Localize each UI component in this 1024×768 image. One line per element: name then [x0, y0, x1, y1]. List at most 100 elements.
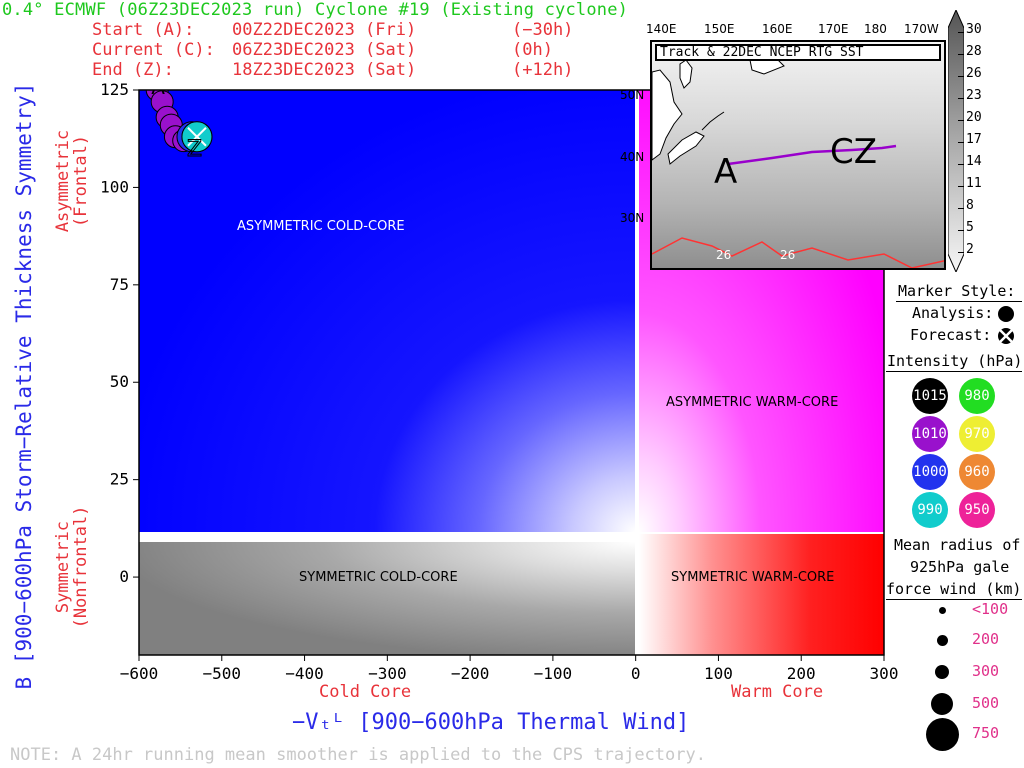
track-label-a: A — [151, 90, 165, 99]
radius-size-marker — [938, 606, 946, 614]
radius-label: 300 — [972, 662, 1000, 680]
x-tick-label: −300 — [368, 664, 407, 683]
inset-lat-tick-40n: 40N — [620, 150, 645, 164]
colorbar-tick-label: 26 — [966, 66, 982, 81]
legend-radius-title-3: force wind (km): — [886, 580, 1024, 598]
x-tick-label: 300 — [870, 664, 899, 683]
region-asymmetric-cold-core — [139, 90, 635, 532]
start-time: 00Z22DEC2023 (Fri) — [232, 20, 417, 40]
label-asymmetric-warm-core: ASYMMETRIC WARM-CORE — [666, 395, 839, 410]
track-label-z: Z — [187, 137, 202, 162]
inset-lon-tick-150e: 150E — [704, 22, 735, 36]
kuril-islands — [701, 111, 725, 131]
cyclone-track: AZ — [145, 90, 213, 162]
y-tick-label: 50 — [110, 372, 129, 391]
inset-lon-tick-160e: 160E — [762, 22, 793, 36]
current-time: 06Z23DEC2023 (Sat) — [232, 40, 417, 60]
colorbar-tick-label: 30 — [966, 22, 982, 37]
sst-26-contour — [652, 237, 944, 268]
x-tick-label: 200 — [787, 664, 816, 683]
current-label: Current (C): — [92, 40, 215, 60]
intensity-swatch-1010: 1010 — [912, 416, 948, 452]
y-axis-title: B [900−600hPa Storm−Relative Thickness S… — [12, 82, 36, 690]
colorbar-tick-mark — [958, 120, 964, 121]
legend-marker-title: Marker Style: — [898, 282, 1016, 300]
inset-lon-tick-170w: 170W — [904, 22, 939, 36]
inset-lon-tick-140e: 140E — [646, 22, 677, 36]
legend-intensity-title: Intensity (hPa): — [887, 352, 1024, 370]
intensity-swatch-970: 970 — [959, 416, 995, 452]
analysis-marker-icon — [998, 306, 1014, 322]
x-tick-label: −500 — [203, 664, 242, 683]
region-symmetric-cold-core — [139, 542, 635, 655]
colorbar-tick-label: 20 — [966, 110, 982, 125]
sst-map — [652, 42, 944, 268]
colorbar-tick-mark — [958, 98, 964, 99]
label-asymmetric-cold-core: ASYMMETRIC COLD-CORE — [237, 219, 405, 234]
asia-coast — [652, 69, 683, 161]
intensity-swatch-990: 990 — [912, 492, 948, 528]
x-tick-label: −600 — [120, 664, 159, 683]
x-tick-label: −100 — [534, 664, 573, 683]
y-tick-label: 125 — [100, 80, 129, 99]
radius-label: 750 — [972, 724, 1000, 742]
region-symmetric-warm-core — [639, 534, 884, 655]
sst-colorbar — [948, 10, 964, 272]
radius-label: 200 — [972, 630, 1000, 648]
inset-lat-tick-30n: 30N — [620, 211, 645, 225]
track-start-label: A — [714, 152, 738, 192]
x-right-label: Warm Core — [731, 682, 824, 702]
colorbar-tick-label: 2 — [966, 242, 974, 257]
colorbar-tick-label: 17 — [966, 132, 982, 147]
start-label: Start (A): — [92, 20, 195, 40]
legend-radius-title-2: 925hPa gale — [910, 558, 1010, 576]
colorbar-tick-mark — [958, 186, 964, 187]
contour-label-1: 26 — [716, 248, 732, 262]
colorbar-tick-label: 11 — [966, 176, 982, 191]
colorbar-tick-mark — [958, 164, 964, 165]
colorbar-tick-mark — [958, 54, 964, 55]
legend-analysis-label: Analysis: — [912, 304, 994, 322]
colorbar-tick-label: 8 — [966, 198, 974, 213]
colorbar-tick-mark — [958, 32, 964, 33]
colorbar-tick-mark — [958, 76, 964, 77]
legend-radius-title-1: Mean radius of — [894, 536, 1021, 554]
intensity-swatch-980: 980 — [959, 378, 995, 414]
track-line — [727, 144, 897, 166]
label-symmetric-warm-core: SYMMETRIC WARM-CORE — [671, 570, 835, 585]
radius-size-marker — [935, 665, 949, 679]
colorbar-tick-label: 23 — [966, 88, 982, 103]
end-time: 18Z23DEC2023 (Sat) — [232, 60, 417, 80]
forecast-x-mark — [187, 127, 207, 147]
intensity-swatch-950: 950 — [959, 492, 995, 528]
chart-title: 0.4° ECMWF (06Z23DEC2023 run) Cyclone #1… — [2, 0, 629, 20]
inset-lon-tick-180: 180 — [864, 22, 887, 36]
japan — [667, 131, 705, 165]
radius-size-marker — [931, 693, 953, 715]
intensity-swatch-1000: 1000 — [912, 454, 948, 490]
y-tick-label: 0 — [119, 567, 129, 586]
x-tick-label: −200 — [451, 664, 490, 683]
colorbar-tick-mark — [958, 142, 964, 143]
colorbar-tick-mark — [958, 252, 964, 253]
y-upper-label: Asymmetric (Frontal) — [53, 129, 91, 233]
x-tick-label: −400 — [285, 664, 324, 683]
end-offset: (+12h) — [512, 60, 574, 80]
start-offset: (−30h) — [512, 20, 574, 40]
end-label: End (Z): — [92, 60, 174, 80]
contour-label-2: 26 — [780, 248, 796, 262]
forecast-marker-icon — [998, 328, 1014, 344]
radius-label: <100 — [972, 600, 1009, 618]
intensity-swatch-1015: 1015 — [912, 378, 948, 414]
colorbar-tick-label: 14 — [966, 154, 982, 169]
track-map-inset: Track & 22DEC NCEP RTG SST A CZ 26 26 — [650, 40, 946, 270]
radius-size-marker — [925, 717, 959, 751]
label-symmetric-cold-core: SYMMETRIC COLD-CORE — [299, 570, 458, 585]
x-axis-title: −Vₜᴸ [900−600hPa Thermal Wind] — [292, 710, 690, 735]
inset-lat-tick-50n: 50N — [620, 88, 645, 102]
plot-frame — [138, 89, 885, 656]
x-tick-label: 0 — [631, 664, 641, 683]
current-offset: (0h) — [512, 40, 553, 60]
radius-label: 500 — [972, 694, 1000, 712]
